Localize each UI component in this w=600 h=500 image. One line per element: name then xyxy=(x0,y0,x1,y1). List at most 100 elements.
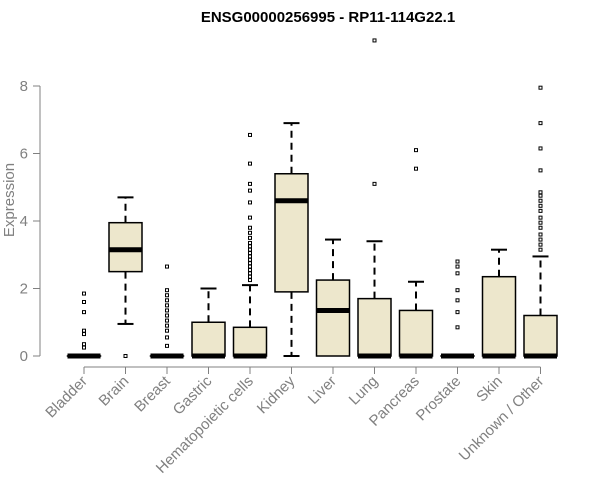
outlier-point xyxy=(372,181,377,186)
outlier-point xyxy=(165,318,169,323)
outlier-point xyxy=(248,188,252,193)
outlier-point xyxy=(538,190,543,195)
box-group xyxy=(191,287,226,359)
box-group xyxy=(398,148,434,359)
box xyxy=(232,326,268,357)
outlier-point xyxy=(165,328,169,333)
outlier-point xyxy=(414,148,418,153)
outlier-point xyxy=(248,267,252,272)
outlier-point xyxy=(165,293,169,298)
outlier-point xyxy=(538,85,543,90)
outlier-point xyxy=(248,244,252,249)
box xyxy=(315,279,351,357)
outlier-point xyxy=(538,232,543,237)
outlier-point xyxy=(82,328,86,333)
x-tick-label: Liver xyxy=(305,373,340,408)
outlier-point xyxy=(248,240,252,245)
outlier-point xyxy=(538,247,543,252)
outlier-point xyxy=(165,288,169,293)
outlier-point xyxy=(248,225,252,230)
outlier-point xyxy=(248,261,252,266)
outlier-point xyxy=(538,198,543,203)
box xyxy=(274,173,309,293)
outlier-point xyxy=(538,193,543,198)
outlier-point xyxy=(82,300,86,304)
outlier-point xyxy=(455,259,460,264)
outlier-point xyxy=(165,335,169,340)
outlier-point xyxy=(82,342,86,347)
box xyxy=(108,221,143,273)
box-group xyxy=(357,38,392,359)
outlier-point xyxy=(165,323,169,328)
outlier-point xyxy=(538,220,543,225)
outlier-point xyxy=(455,310,460,315)
outlier-point xyxy=(372,38,377,43)
outlier-point xyxy=(248,254,252,259)
y-tick-label: 8 xyxy=(20,78,28,95)
outlier-point xyxy=(165,308,169,313)
outlier-point xyxy=(248,257,252,262)
box xyxy=(191,321,226,357)
box xyxy=(398,309,434,357)
outlier-point xyxy=(165,303,169,308)
outlier-point xyxy=(455,264,460,269)
outlier-point xyxy=(248,278,252,283)
box xyxy=(481,275,517,357)
outlier-point xyxy=(455,325,460,330)
outlier-point xyxy=(538,121,543,126)
outlier-point xyxy=(538,225,543,230)
x-tick-label: Lung xyxy=(346,373,382,409)
y-axis: 0 2 4 6 8 xyxy=(20,78,41,365)
outlier-point xyxy=(165,343,169,348)
box-group xyxy=(108,196,143,358)
x-tick-label: Bladder xyxy=(42,373,91,422)
outlier-point xyxy=(248,181,252,186)
outlier-point xyxy=(538,237,543,242)
outlier-point xyxy=(248,247,252,252)
x-tick-label: Breast xyxy=(131,372,174,415)
x-tick-label: Brain xyxy=(96,373,133,410)
outlier-point xyxy=(414,166,418,171)
box xyxy=(357,297,392,357)
outlier-point xyxy=(248,161,252,166)
outlier-point xyxy=(248,264,252,269)
outlier-point xyxy=(538,242,543,247)
outlier-point xyxy=(248,215,252,220)
outlier-point xyxy=(82,345,86,350)
box-group xyxy=(315,238,351,357)
outlier-point xyxy=(538,215,543,220)
box-group xyxy=(274,122,309,357)
box-group xyxy=(523,85,558,359)
outlier-point xyxy=(455,288,460,293)
box-group xyxy=(66,291,102,359)
outlier-point xyxy=(82,291,86,296)
box-group xyxy=(149,264,185,359)
y-axis-label: Expression xyxy=(1,163,18,237)
outlier-point xyxy=(165,298,169,303)
outlier-point xyxy=(248,230,252,235)
y-tick-label: 0 xyxy=(20,348,28,365)
outlier-point xyxy=(165,264,169,269)
box-group xyxy=(481,248,517,359)
y-tick-label: 4 xyxy=(20,213,28,230)
x-tick-label: Kidney xyxy=(254,372,299,417)
outlier-point xyxy=(455,271,460,276)
outlier-point xyxy=(82,332,86,337)
chart-title: ENSG00000256995 - RP11-114G22.1 xyxy=(201,9,455,26)
outlier-point xyxy=(455,298,460,303)
outlier-point xyxy=(248,271,252,276)
y-tick-label: 2 xyxy=(20,281,28,298)
outlier-point xyxy=(165,313,169,318)
x-tick-label: Prostate xyxy=(413,373,465,425)
outlier-point xyxy=(248,235,252,240)
box xyxy=(523,314,558,357)
outlier-point xyxy=(248,251,252,256)
outlier-point xyxy=(248,274,252,279)
outlier-point xyxy=(248,200,252,205)
outlier-point xyxy=(82,310,86,315)
outlier-point xyxy=(538,208,543,213)
box-group xyxy=(232,132,268,359)
y-tick-label: 6 xyxy=(20,146,28,163)
